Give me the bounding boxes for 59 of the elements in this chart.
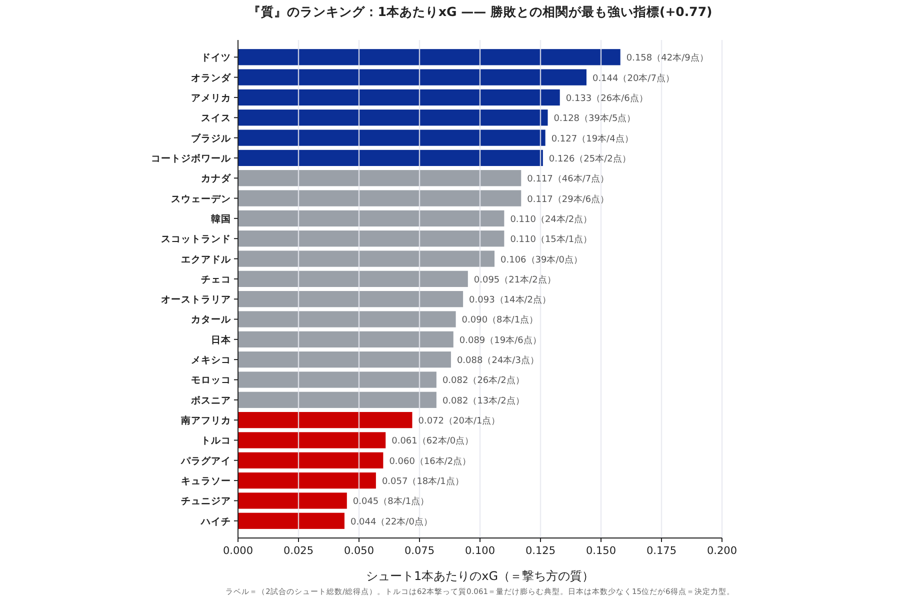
x-tick-label: 0.025 [283, 545, 314, 557]
y-tick-label: エクアドル [181, 254, 232, 266]
data-label: 0.117（29本/6点） [527, 194, 610, 205]
data-label: 0.089（19本/6点） [459, 334, 542, 346]
x-tick-label: 0.175 [646, 545, 677, 557]
data-label: 0.088（24本/3点） [456, 355, 539, 366]
y-tick-label: スコットランド [161, 234, 231, 246]
x-tick-label: 0.125 [525, 545, 556, 557]
data-label: 0.106（39本/0点） [500, 254, 583, 266]
data-label: 0.158（42本/9点） [626, 52, 708, 64]
data-label: 0.082（13本/2点） [442, 395, 524, 406]
y-tick-label: メキシコ [191, 355, 231, 366]
y-tick-label: チュニジア [181, 496, 231, 508]
y-tick-label: ブラジル [191, 132, 232, 144]
data-label: 0.082（26本/2点） [442, 375, 524, 386]
y-tick-label: スイス [201, 113, 231, 124]
y-tick-label: オランダ [191, 72, 232, 84]
y-tick-label: 韓国 [211, 212, 231, 225]
y-tick-label: パラグアイ [180, 454, 231, 467]
data-label: 0.090（8本/1点） [462, 314, 538, 326]
data-label: 0.044（22本/0点） [350, 516, 432, 528]
data-label: 0.060（16本/2点） [389, 456, 472, 467]
x-axis-title: シュート1本あたりのxG（＝撃ち方の質） [366, 569, 594, 583]
data-label: 0.057（18本/1点） [382, 476, 464, 488]
x-tick-label: 0.050 [344, 545, 374, 557]
y-tick-label: モロッコ [191, 375, 231, 386]
data-label: 0.110（15本/1点） [510, 234, 592, 246]
y-tick-label: コートジボワール [151, 152, 232, 164]
y-tick-label: キュラソー [181, 476, 231, 488]
data-label: 0.072（20本/1点） [418, 416, 500, 427]
y-tick-label: ボスニア [190, 394, 231, 406]
x-tick-label: 0.100 [464, 545, 496, 557]
y-tick-label: トルコ [201, 436, 231, 447]
data-label: 0.110（24本/2点） [510, 214, 592, 225]
x-tick-label: 0.150 [586, 545, 616, 557]
y-tick-label: スウェーデン [171, 194, 231, 205]
data-label: 0.133（26本/6点） [566, 92, 648, 104]
y-tick-label: カタール [191, 314, 232, 326]
y-tick-label: チェコ [201, 274, 231, 286]
data-label: 0.061（62本/0点） [392, 436, 474, 447]
y-tick-label: アメリカ [191, 92, 231, 104]
x-tick-label: 0.000 [222, 545, 254, 557]
data-label: 0.144（20本/7点） [592, 72, 674, 84]
x-tick-label: 0.075 [404, 545, 435, 557]
data-label: 0.126（25本/2点） [548, 153, 631, 164]
data-label: 0.093（14本/2点） [469, 294, 552, 306]
data-label: 0.095（21本/2点） [474, 274, 556, 286]
data-label: 0.127（19本/4点） [551, 133, 634, 144]
y-tick-label: カナダ [201, 172, 232, 185]
y-tick-label: 南アフリカ [180, 414, 231, 427]
data-label: 0.128（39本/5点） [554, 113, 636, 124]
data-label: 0.045（8本/1点） [352, 496, 430, 508]
y-tick-label: オーストラリア [161, 294, 231, 306]
y-tick-label: ドイツ [201, 52, 231, 64]
data-label: 0.117（46本/7点） [527, 174, 610, 185]
y-tick-label: 日本 [211, 334, 232, 346]
chart-title: 『質』のランキング：1本あたりxG —— 勝敗との相関が最も強い指標(+0.77) [248, 4, 712, 19]
y-tick-label: ハイチ [200, 516, 231, 528]
x-tick-label: 0.200 [706, 545, 738, 557]
